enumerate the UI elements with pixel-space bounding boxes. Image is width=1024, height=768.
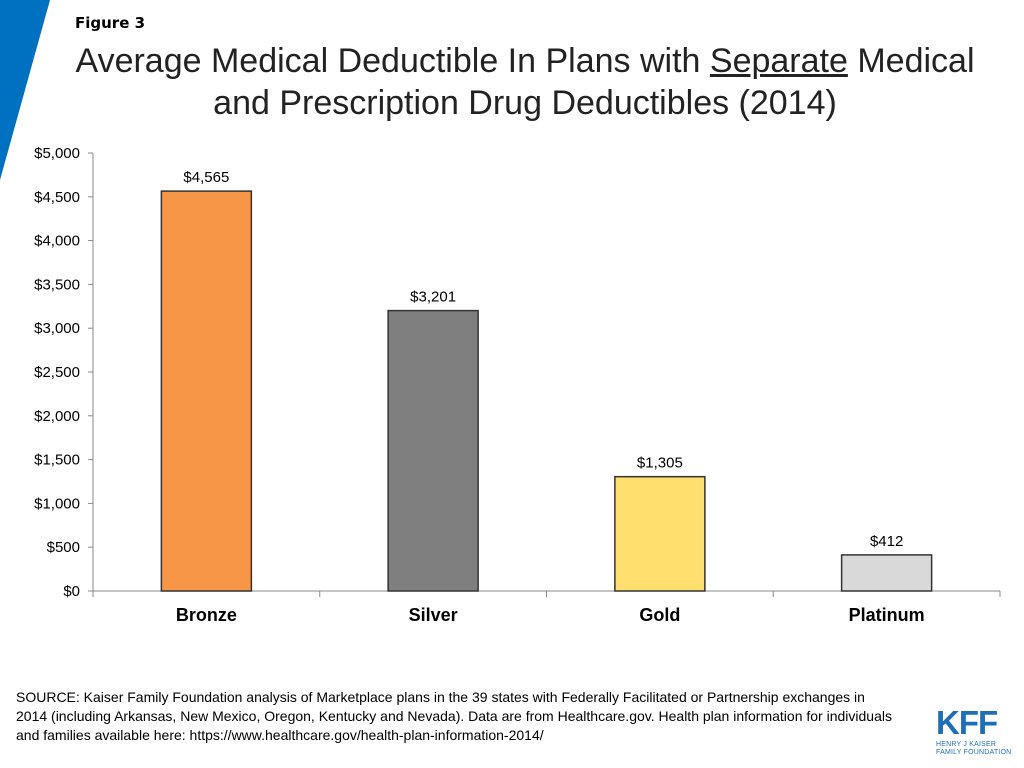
chart-title: Average Medical Deductible In Plans with… (60, 40, 990, 124)
bar-gold (614, 475, 706, 592)
data-label-platinum: $412 (870, 533, 903, 550)
y-tick-label: $2,500 (34, 364, 80, 381)
bar-platinum (840, 554, 933, 592)
y-tick-label: $2,000 (34, 408, 80, 425)
y-tick-label: $1,500 (34, 452, 80, 469)
bar-bronze (160, 190, 253, 592)
x-tick-label-gold: Gold (639, 605, 680, 625)
y-tick-label: $500 (47, 539, 80, 556)
data-label-silver: $3,201 (410, 289, 456, 306)
bar-chart: $0 $500 $1,000 $1,500 $2,000 $2,500 $3,000 $3,5… (34, 145, 1001, 625)
y-tick-label: $5,000 (34, 145, 80, 162)
x-tick-label-bronze: Bronze (176, 605, 237, 625)
corner-accent-band (0, 0, 50, 180)
title-text-start: Average Medical Deductible In Plans with (75, 42, 710, 80)
title-text-end: Medical and Prescription Drug Deductible… (213, 42, 975, 122)
y-tick-label: $3,000 (34, 320, 80, 337)
bar-silver (387, 309, 479, 592)
y-tick-label: $0 (63, 583, 80, 600)
source-note: SOURCE: Kaiser Family Foundation analysi… (16, 689, 892, 743)
title-emphasis: Separate (709, 42, 848, 80)
y-tick-label: $4,000 (34, 233, 80, 250)
logo-subtitle: HENRY J KAISER FAMILY FOUNDATION (936, 741, 1012, 757)
y-tick-label: $4,500 (34, 189, 80, 206)
logo-line-1: HENRY J KAISER (936, 741, 997, 748)
x-tick-label-silver: Silver (409, 605, 458, 625)
y-tick-label: $3,500 (34, 276, 80, 293)
x-tick-label-platinum: Platinum (849, 605, 925, 625)
data-label-bronze: $4,565 (183, 169, 229, 186)
figure-label: Figure 3 (75, 14, 146, 32)
y-tick-label: $1,000 (34, 495, 80, 512)
kff-logo: KFF HENRY J KAISER FAMILY FOUNDATION (936, 706, 1012, 757)
logo-line-2: FAMILY FOUNDATION (936, 749, 1012, 756)
data-label-gold: $1,305 (637, 455, 683, 472)
logo-letters: KFF (936, 704, 998, 741)
